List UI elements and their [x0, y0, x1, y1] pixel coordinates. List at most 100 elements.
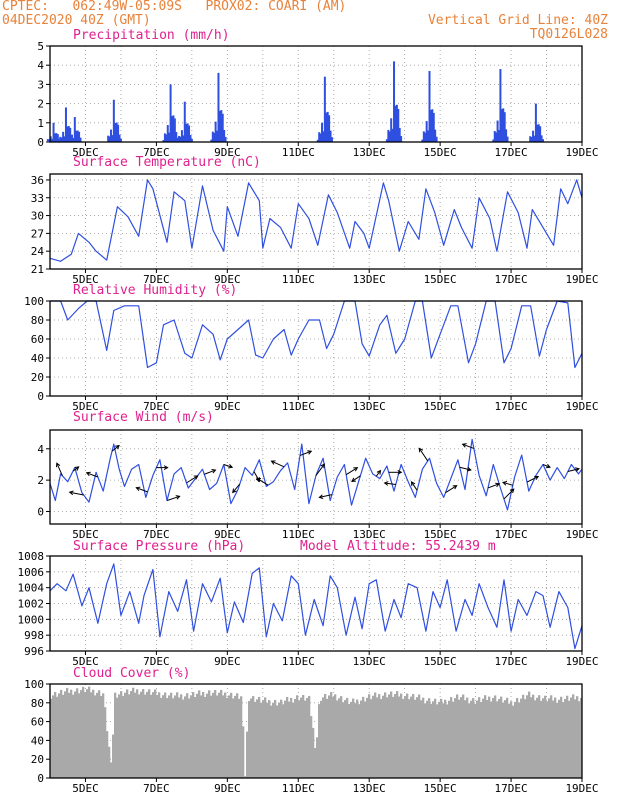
precip-bar: [118, 134, 121, 142]
cloud-bar: [426, 700, 429, 778]
cloud-bar: [160, 697, 163, 778]
cloud-bar: [114, 692, 117, 778]
cloud-bar: [150, 694, 153, 778]
cloud-bar: [144, 694, 147, 778]
cloud-bar: [108, 746, 111, 778]
xtick-label-humidity: 17DEC: [495, 400, 528, 413]
precip-bar: [393, 61, 396, 142]
ytick-label-cloud-cover: 40: [31, 734, 44, 747]
cloud-bar: [526, 695, 529, 778]
cloud-bar: [450, 697, 453, 778]
model-altitude-annotation: Model Altitude: 55.2439 m: [300, 539, 496, 554]
cloud-bar: [244, 776, 247, 778]
cloud-bar: [232, 698, 235, 778]
cloud-bar: [264, 697, 267, 778]
precip-bar: [172, 115, 175, 142]
cloud-bar: [218, 692, 221, 778]
cloud-bar: [560, 696, 563, 778]
cloud-bar: [284, 700, 287, 778]
ytick-label-temperature: 24: [31, 245, 45, 258]
precip-bar: [390, 118, 393, 142]
precip-bar: [318, 132, 321, 142]
precip-bar: [435, 136, 438, 142]
precip-bar: [176, 137, 179, 142]
cloud-bar: [234, 695, 237, 778]
cloud-bar: [336, 700, 339, 778]
precip-bar: [190, 139, 193, 142]
cloud-bar: [274, 699, 277, 778]
precip-bar: [51, 138, 54, 142]
cloud-bar: [452, 701, 455, 778]
precip-bar: [70, 134, 73, 142]
precip-bar: [506, 136, 509, 142]
cloud-bar: [456, 694, 459, 778]
xtick-label-cloud-cover: 9DEC: [214, 782, 241, 795]
cloud-bar: [392, 696, 395, 778]
cloud-bar: [576, 696, 579, 778]
wind-vector-head: [115, 444, 120, 450]
wind-vector-head: [461, 443, 467, 448]
xtick-label-temperature: 7DEC: [143, 273, 170, 286]
ytick-label-precipitation: 0: [37, 136, 44, 149]
cloud-bar: [472, 698, 475, 778]
ytick-label-humidity: 0: [37, 390, 44, 403]
ytick-label-humidity: 100: [24, 295, 44, 308]
precip-bar: [217, 72, 220, 142]
precip-bar: [107, 135, 110, 142]
ytick-label-temperature: 30: [31, 210, 44, 223]
precip-bar: [163, 133, 166, 142]
cloud-bar: [68, 692, 71, 778]
cloud-bar: [396, 691, 399, 778]
cloud-bar: [574, 699, 577, 778]
xtick-label-precipitation: 17DEC: [495, 146, 528, 159]
xtick-label-wind: 5DEC: [72, 528, 99, 541]
cloud-bar: [562, 702, 565, 778]
precip-bar: [422, 131, 425, 142]
cloud-bar: [310, 716, 313, 778]
precip-bar: [182, 135, 185, 142]
cloud-bar: [110, 762, 113, 778]
precip-bar: [166, 125, 169, 142]
precip-bar: [432, 112, 435, 142]
cloud-bar: [268, 700, 271, 778]
cloud-bar: [156, 694, 159, 778]
ytick-label-temperature: 27: [31, 227, 44, 240]
cloud-bar: [220, 689, 223, 778]
cloud-bar: [272, 702, 275, 778]
precip-bar: [169, 84, 172, 142]
precip-bar: [180, 130, 183, 142]
cloud-bar: [430, 703, 433, 778]
cloud-bar: [358, 704, 361, 778]
wind-vector: [56, 463, 63, 477]
cloud-bar: [130, 691, 133, 778]
wind-vector: [299, 450, 312, 456]
xtick-label-wind: 19DEC: [565, 528, 598, 541]
cloud-bar: [104, 707, 107, 778]
ytick-label-cloud-cover: 100: [24, 678, 44, 691]
cloud-bar: [90, 692, 93, 778]
series-line-wind: [49, 438, 583, 511]
cloud-bar: [120, 691, 123, 778]
precip-bar: [72, 137, 75, 142]
cloud-bar: [410, 696, 413, 778]
frame-temperature: [49, 173, 583, 270]
wind-vector: [111, 445, 120, 452]
cloud-bar: [536, 697, 539, 778]
cloud-bar: [198, 690, 201, 778]
wind-vector-head: [135, 486, 141, 492]
cloud-bar: [224, 692, 227, 778]
ytick-label-humidity: 20: [31, 371, 44, 384]
precip-bar: [112, 99, 115, 142]
precip-bar: [185, 123, 188, 142]
wind-vector: [136, 487, 148, 493]
cloud-bar: [118, 694, 121, 778]
xtick-label-temperature: 17DEC: [495, 273, 528, 286]
xtick-label-precipitation: 9DEC: [214, 146, 241, 159]
precip-bar: [541, 139, 544, 142]
xtick-label-temperature: 9DEC: [214, 273, 241, 286]
precip-bar: [322, 131, 325, 142]
xtick-label-wind: 9DEC: [214, 528, 241, 541]
cloud-bar: [184, 696, 187, 778]
cloud-bar: [550, 695, 553, 778]
